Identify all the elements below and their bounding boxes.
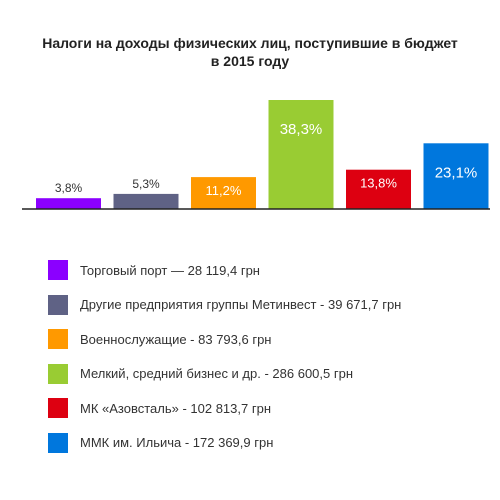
bar-3-label: 11,2%: [206, 183, 242, 198]
legend-label-6: ММК им. Ильича - 172 369,9 грн: [80, 435, 274, 450]
legend-label-2: Другие предприятия группы Метинвест - 39…: [80, 297, 402, 312]
legend-swatch-4: [48, 363, 68, 384]
legend-swatch-6: [48, 432, 68, 453]
legend-item-6: ММК им. Ильича - 172 369,9 грн: [48, 431, 273, 455]
legend-label-3: Военнослужащие - 83 793,6 грн: [80, 331, 272, 347]
legend-item-5: МК «Азовсталь» - 102 813,7 грн: [48, 396, 271, 420]
bar-6-label: 23,1%: [435, 164, 478, 181]
chart-title-line-1: Налоги на доходы физических лиц, поступи…: [42, 35, 458, 51]
legend-label-1: Торговый порт — 28 119,4 грн: [80, 262, 260, 278]
bar-3: [191, 177, 256, 209]
legend-item-4: Мелкий, средний бизнес и др. - 286 600,5…: [48, 362, 353, 386]
bar-5-label: 13,8%: [360, 176, 397, 191]
legend-item-3: Военнослужащие - 83 793,6 грн: [48, 327, 271, 351]
legend-swatch-3: [48, 329, 68, 349]
legend-swatch-1: [48, 260, 68, 280]
legend-swatch-2: [48, 294, 68, 315]
legend-item-2: Другие предприятия группы Метинвест - 39…: [48, 293, 401, 317]
chart-title-line-2: в 2015 году: [210, 53, 290, 69]
bar-2-label: 5,3%: [132, 177, 160, 191]
legend-item-1: Торговый порт — 28 119,4 грн: [48, 258, 260, 282]
bar-4: [268, 100, 334, 209]
legend-label-5: МК «Азовсталь» - 102 813,7 грн: [80, 400, 271, 416]
bar-1: [36, 198, 101, 209]
bar-6: [423, 143, 489, 209]
legend-swatch-5: [48, 398, 68, 418]
chart-title: Налоги на доходы физических лиц, поступи…: [0, 34, 500, 70]
bar-2: [113, 193, 179, 209]
legend-label-4: Мелкий, средний бизнес и др. - 286 600,5…: [80, 366, 354, 381]
bar-4-label: 38,3%: [280, 121, 323, 138]
bar-5: [346, 169, 411, 209]
bar-1-label: 3,8%: [55, 181, 83, 195]
